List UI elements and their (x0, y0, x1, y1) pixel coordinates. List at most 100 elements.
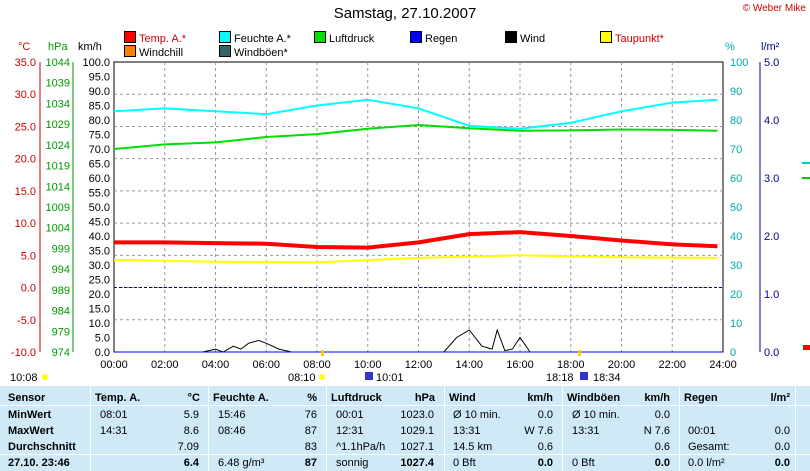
column-separator (444, 386, 445, 471)
wind-tick: 100.0 (82, 57, 110, 69)
right-temp-fragment (803, 345, 810, 350)
legend-label: Wind (520, 33, 546, 45)
hum-tick: 70 (730, 144, 742, 156)
wind-tick: 15.0 (89, 304, 110, 316)
temp-tick: 30.0 (15, 89, 36, 101)
hdr-press-unit: hPa (414, 392, 435, 404)
legend-swatch (124, 31, 136, 43)
wind-tick: 10.0 (89, 318, 110, 330)
hum-tick: 10 (730, 318, 742, 330)
wind-tick: 95.0 (89, 72, 110, 84)
temp-value: 7.09 (177, 441, 199, 453)
temp-value: 8.6 (183, 425, 199, 437)
moonrise-time: 10:08 (10, 372, 38, 384)
press-tick: 1009 (46, 202, 70, 214)
column-separator (90, 386, 91, 471)
wind-value: 0.0 (537, 457, 553, 469)
legend-item-3: Luftdruck (314, 31, 374, 45)
rain-tick: 4.0 (764, 115, 779, 127)
legend-label: Luftdruck (329, 33, 375, 45)
rain-tick: 0.0 (764, 347, 779, 359)
wind-value: 0.6 (537, 441, 553, 453)
rain-tick: 3.0 (764, 173, 779, 185)
time-tick: 16:00 (506, 359, 534, 371)
gust-text: 0 Bft (572, 457, 595, 469)
gust-text: 13:31 (572, 425, 600, 437)
hum-tick: 20 (730, 289, 742, 301)
temp-tick: 20.0 (15, 154, 36, 166)
press-unit-label: hPa (48, 41, 68, 53)
rain-value: 0.0 (774, 441, 790, 453)
wind-tick: 75.0 (89, 130, 110, 142)
wind-tick: 60.0 (89, 173, 110, 185)
legend-item-8: Windböen* (219, 45, 288, 59)
time-tick: 06:00 (252, 359, 280, 371)
moon-marker-icon-2 (580, 372, 588, 380)
press-tick: 979 (52, 326, 70, 338)
hdr-gust-unit: km/h (644, 392, 670, 404)
wind-tick: 50.0 (89, 202, 110, 214)
wind-value: 0.0 (537, 409, 553, 421)
press-tick: 1019 (46, 161, 70, 173)
hum-value: 83 (304, 441, 317, 453)
legend-swatch (600, 31, 612, 43)
press-time: 12:31 (336, 425, 364, 437)
time-tick: 24:00 (709, 359, 737, 371)
press-tick: 974 (52, 347, 70, 359)
temp-tick: 0.0 (21, 283, 36, 295)
legend-item-2: Feuchte A.* (219, 31, 291, 45)
legend-label: Windchill (139, 47, 184, 59)
wind-tick: 85.0 (89, 101, 110, 113)
rain-unit-label: l/m² (761, 41, 780, 53)
time-tick: 18:00 (557, 359, 585, 371)
press-time: ^1.1hPa/h (336, 441, 386, 453)
temp-tick: 35.0 (15, 57, 36, 69)
press-value: 1027.4 (400, 457, 434, 469)
temp-time: 14:31 (100, 425, 128, 437)
column-separator (795, 386, 796, 471)
temp-tick: 5.0 (21, 250, 36, 262)
legend-swatch (505, 31, 517, 43)
wind-text: 0 Bft (453, 457, 476, 469)
legend-item-6: Taupunkt* (600, 31, 664, 45)
hum-tick: 100 (730, 57, 748, 69)
gust-value: 0.6 (654, 441, 670, 453)
legend-label: Temp. A.* (139, 33, 187, 45)
wind-tick: 25.0 (89, 275, 110, 287)
time-tick: 00:00 (100, 359, 128, 371)
sunset-tick (578, 350, 581, 356)
wind-tick: 90.0 (89, 86, 110, 98)
row-label: 27.10. 23:46 (8, 457, 70, 469)
legend-item-7: Windchill (124, 45, 183, 59)
legend-item-1: Temp. A.* (124, 31, 186, 45)
column-separator (562, 386, 563, 471)
chart-title: Samstag, 27.10.2007 (333, 5, 477, 22)
hum-unit-label: % (725, 41, 735, 53)
wind-text: Ø 10 min. (453, 409, 501, 421)
wind-unit-label: km/h (78, 41, 102, 53)
moon-time-2: 18:34 (593, 372, 621, 384)
time-tick: 10:00 (354, 359, 382, 371)
wind-tick: 30.0 (89, 260, 110, 272)
time-tick: 08:00 (303, 359, 331, 371)
sun-icon (319, 374, 325, 380)
rain-text: 0.0 l/m² (688, 457, 725, 469)
press-value: 1023.0 (400, 409, 434, 421)
press-tick: 1024 (46, 140, 70, 152)
row-separator (0, 454, 810, 455)
press-tick: 1044 (46, 57, 70, 69)
temp-tick: 15.0 (15, 186, 36, 198)
hum-time: 15:46 (218, 409, 246, 421)
hum-tick: 0 (730, 347, 736, 359)
press-tick: 984 (52, 306, 70, 318)
legend-label: Regen (425, 33, 458, 45)
hdr-gust: Windböen (567, 392, 621, 404)
hdr-rain-unit: l/m² (770, 392, 790, 404)
hdr-rain: Regen (684, 392, 718, 404)
hum-value: 87 (304, 457, 317, 469)
wind-tick: 55.0 (89, 188, 110, 200)
series-temperature (114, 230, 718, 250)
rain-tick: 2.0 (764, 231, 779, 243)
rain-value: 0.0 (774, 425, 790, 437)
time-tick: 12:00 (405, 359, 433, 371)
